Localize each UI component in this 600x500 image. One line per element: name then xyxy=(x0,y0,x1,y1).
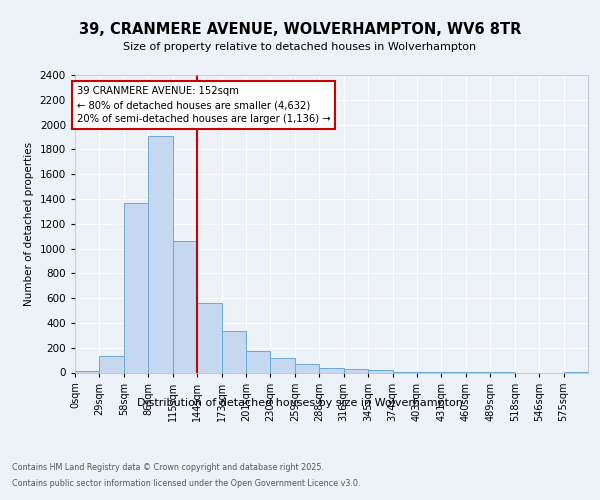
Bar xyxy=(100,356,124,372)
Text: Contains public sector information licensed under the Open Government Licence v3: Contains public sector information licen… xyxy=(12,479,361,488)
Bar xyxy=(271,358,295,372)
Bar xyxy=(173,241,197,372)
Bar xyxy=(221,331,246,372)
Text: Contains HM Land Registry data © Crown copyright and database right 2025.: Contains HM Land Registry data © Crown c… xyxy=(12,463,324,472)
Bar xyxy=(197,303,221,372)
Bar xyxy=(148,136,173,372)
Text: 39, CRANMERE AVENUE, WOLVERHAMPTON, WV6 8TR: 39, CRANMERE AVENUE, WOLVERHAMPTON, WV6 … xyxy=(79,22,521,38)
Text: Size of property relative to detached houses in Wolverhampton: Size of property relative to detached ho… xyxy=(124,42,476,52)
Bar xyxy=(344,370,368,372)
Bar xyxy=(295,364,319,372)
Bar xyxy=(368,370,392,372)
Text: Distribution of detached houses by size in Wolverhampton: Distribution of detached houses by size … xyxy=(137,398,463,407)
Bar xyxy=(319,368,344,372)
Y-axis label: Number of detached properties: Number of detached properties xyxy=(24,142,34,306)
Bar xyxy=(124,202,148,372)
Bar xyxy=(246,352,271,372)
Text: 39 CRANMERE AVENUE: 152sqm
← 80% of detached houses are smaller (4,632)
20% of s: 39 CRANMERE AVENUE: 152sqm ← 80% of deta… xyxy=(77,86,331,124)
